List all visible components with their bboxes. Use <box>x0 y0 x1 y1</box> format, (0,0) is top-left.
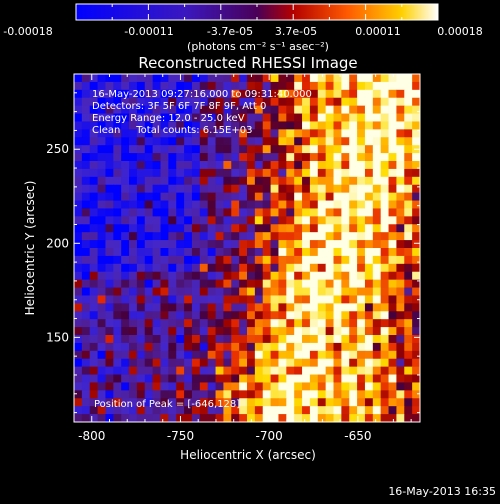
annotation-detectors: Detectors: 3F 5F 6F 7F 8F 9F, Att 0 <box>92 101 266 112</box>
annotation-energy-range: Energy Range: 12.0 - 25.0 keV <box>92 113 245 124</box>
annotation-clean-counts: Clean Total counts: 6.15E+03 <box>92 125 252 136</box>
y-tick-label: 150 <box>46 330 69 344</box>
x-tick-label: -650 <box>344 429 371 443</box>
colorbar-tick-label: -0.00011 <box>124 25 173 38</box>
x-tick-label: -700 <box>256 429 283 443</box>
colorbar: -0.00018 -0.00011 -3.7e-05 3.7e-05 0.000… <box>3 3 483 53</box>
colorbar-tick-label: 0.00018 <box>437 25 483 38</box>
footer-timestamp: 16-May-2013 16:35 <box>388 485 496 498</box>
x-axis-label: Heliocentric X (arcsec) <box>180 448 316 462</box>
colorbar-tick-label: 0.00011 <box>355 25 401 38</box>
peak-position-label: Position of Peak = [-646,128] <box>94 399 240 410</box>
colorbar-tick-label: -3.7e-05 <box>207 25 253 38</box>
chart-title: Reconstructed RHESSI Image <box>138 54 357 72</box>
annotation-time-range: 16-May-2013 09:27:16.000 to 09:31:40.000 <box>92 89 312 100</box>
colorbar-unit-label: (photons cm⁻² s⁻¹ asec⁻²) <box>187 40 329 53</box>
heatmap <box>74 74 420 422</box>
x-tick-label: -750 <box>167 429 194 443</box>
colorbar-tick-label: -0.00018 <box>3 25 52 38</box>
axis-ticks: -800 -750 -700 -650 150 200 250 <box>46 73 420 443</box>
colorbar-tick-label: 3.7e-05 <box>275 25 317 38</box>
y-axis-label: Heliocentric Y (arcsec) <box>23 181 37 316</box>
x-tick-label: -800 <box>78 429 105 443</box>
y-tick-label: 250 <box>46 142 69 156</box>
annotation-block: 16-May-2013 09:27:16.000 to 09:31:40.000… <box>92 89 312 136</box>
y-tick-label: 200 <box>46 236 69 250</box>
colorbar-ticks <box>75 4 439 20</box>
plot-frame <box>73 73 421 423</box>
